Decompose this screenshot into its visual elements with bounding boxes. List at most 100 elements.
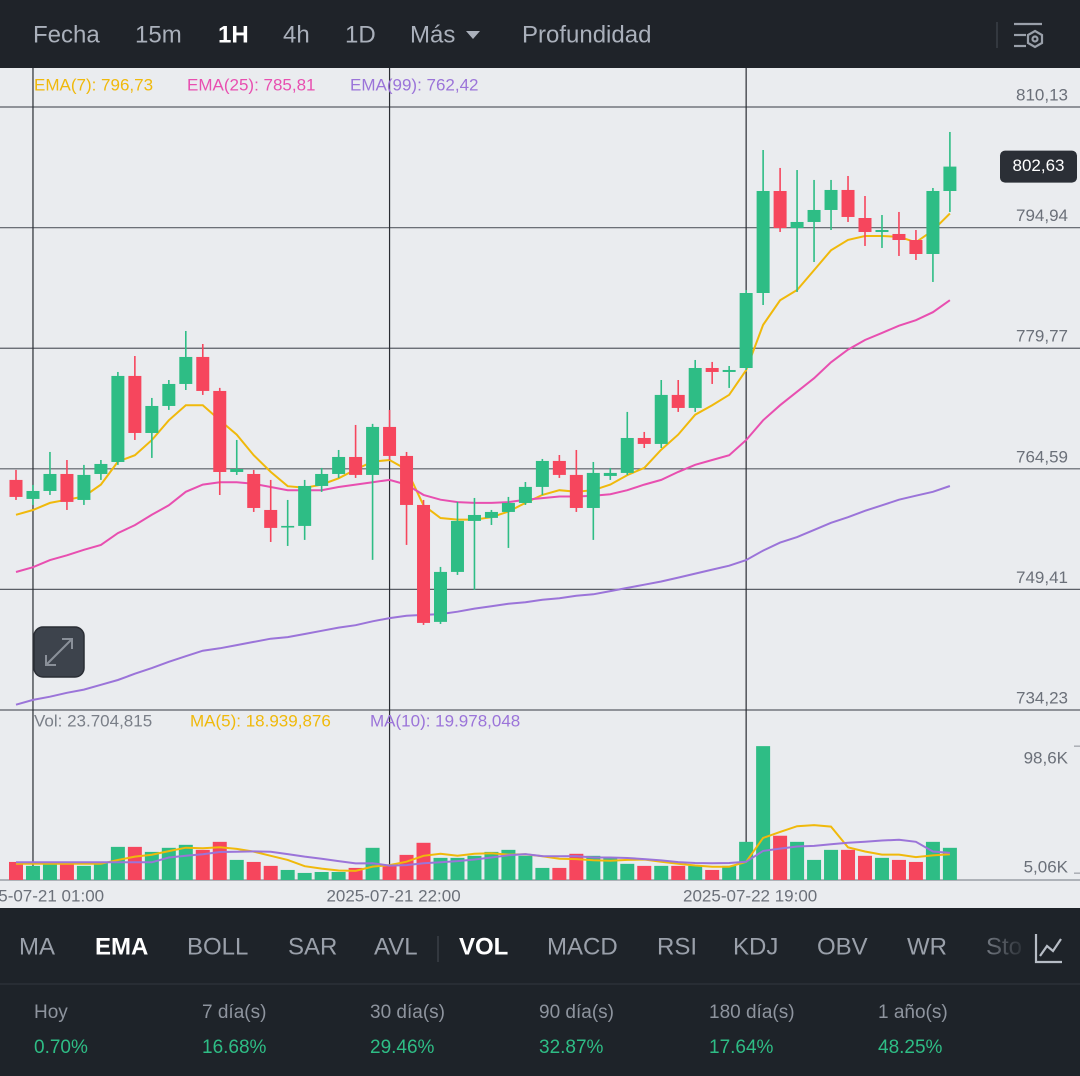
timeframe-tab[interactable]: Profundidad [522,21,651,48]
candle-body [434,571,447,622]
y-tick-label: 749,41 [1016,568,1068,587]
indicator-tab[interactable]: OBV [817,933,868,960]
indicator-tab[interactable]: AVL [374,933,418,960]
volume-bar [42,863,57,880]
candle-body [722,369,736,372]
indicator-tab[interactable]: EMA [95,933,148,960]
legend-entry: EMA(7): 796,73 [34,75,153,94]
volume-bar [263,865,278,880]
stat-label: 30 día(s) [370,1002,445,1023]
volume-bar [942,847,957,880]
indicator-tab[interactable]: MA [19,933,55,960]
dropdown-arrow [466,31,480,39]
candle-body [366,426,380,475]
volume-bar [705,869,720,880]
volume-bar [671,865,686,880]
volume-bar [9,861,23,880]
candle-body [637,437,651,444]
volume-bar [824,849,839,880]
timeframe-tab[interactable]: 1H [218,21,249,48]
indicator-tab[interactable]: BOLL [187,933,248,960]
candle-body [196,356,210,391]
candle-body [552,460,566,475]
y-tick-label: 794,94 [1016,206,1068,225]
stat-value: 29.46% [370,1037,435,1058]
volume-bar [314,871,329,880]
indicator-tab[interactable]: KDJ [733,933,778,960]
volume-bar [127,846,142,880]
candle-body [926,190,940,254]
candle-body [179,356,193,384]
candle-body [9,479,23,497]
volume-bar [756,746,771,880]
legend-entry: EMA(99): 762,42 [350,75,479,94]
y-tick-label: 764,59 [1016,447,1068,466]
timeframe-tab[interactable]: Fecha [33,21,100,48]
candle-body [94,463,108,474]
candle-body [145,405,159,433]
candle-body [230,468,244,472]
candle-body [281,525,295,528]
y-tick-label: 810,13 [1016,86,1068,105]
expand-button[interactable] [33,626,85,678]
volume-bar [603,857,618,880]
candle-body [484,511,498,518]
timeframe-tab[interactable]: 1D [345,21,376,48]
candle-body [569,474,583,508]
stat-label: 180 día(s) [709,1002,795,1023]
volume-bar [161,847,176,880]
volume-bar [637,865,652,880]
fade-overlay [966,920,1030,976]
candle-body [858,218,872,232]
price-tag-label: 802,63 [1013,156,1065,175]
x-tick-label: 2025-07-21 01:00 [0,886,104,905]
candle-body [450,520,464,572]
volume-bar [416,842,431,880]
indicator-tab[interactable]: RSI [657,933,697,960]
volume-bar [518,855,533,880]
stat-value: 17.64% [709,1037,774,1058]
candle-body [77,474,91,500]
candle-body [739,292,753,368]
volume-bar [229,859,244,880]
volume-bar [773,835,788,880]
timeframe-tab[interactable]: 4h [283,21,310,48]
volume-bar [110,846,125,880]
y-tick-label: 734,23 [1016,688,1068,707]
legend-entry: MA(5): 18.939,876 [190,711,331,730]
timeframe-tab[interactable]: Más [410,21,455,48]
candle-body [383,426,397,456]
candle-body [417,504,431,623]
timeframe-tab[interactable]: 15m [135,21,182,48]
candle-body [705,367,719,372]
indicator-tab[interactable]: SAR [288,933,337,960]
price-tag [1000,150,1077,183]
indicator-tab[interactable]: VOL [459,933,508,960]
volume-bar [654,865,669,880]
volume-bar [382,865,397,880]
candle-body [111,375,125,462]
settings-icon[interactable] [1014,22,1044,49]
candle-body [162,383,176,406]
volume-bar [76,865,91,880]
candle-body [535,460,549,487]
volume-bar [535,867,550,880]
candle-body [349,456,363,475]
x-tick-label: 2025-07-22 19:00 [683,886,817,905]
stat-value: 32.87% [539,1037,604,1058]
candle-body [586,472,600,508]
chart-settings-icon[interactable] [1034,934,1062,964]
candle-body [213,390,227,472]
x-tick-label: 2025-07-21 22:00 [326,886,460,905]
top-bar [0,0,1080,68]
volume-bar [178,844,193,880]
volume-bar [399,854,414,880]
bottom-panel [0,908,1080,1076]
indicator-tab[interactable]: MACD [547,933,618,960]
volume-bar [331,871,346,880]
volume-bar [688,865,703,880]
indicator-tab[interactable]: WR [907,933,947,960]
volume-bar [722,865,737,880]
candle-body [909,240,923,254]
stat-label: Hoy [34,1002,68,1023]
